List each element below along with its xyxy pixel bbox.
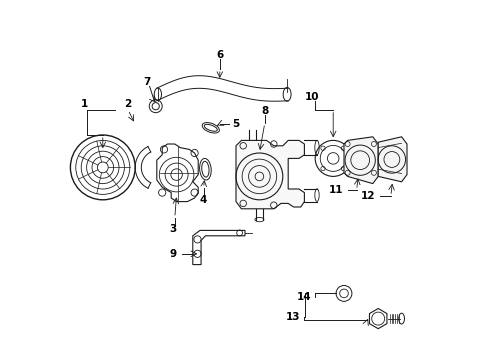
- Polygon shape: [236, 140, 304, 209]
- Text: 4: 4: [200, 195, 207, 205]
- Polygon shape: [378, 137, 407, 182]
- Text: 8: 8: [261, 105, 269, 116]
- Text: 6: 6: [216, 50, 223, 60]
- Text: 13: 13: [286, 312, 301, 322]
- Text: 5: 5: [232, 119, 240, 129]
- Text: 14: 14: [297, 292, 312, 302]
- Text: 7: 7: [144, 77, 151, 87]
- Text: 9: 9: [170, 249, 176, 259]
- Text: 3: 3: [170, 224, 176, 234]
- Text: 1: 1: [81, 99, 88, 109]
- Text: 12: 12: [361, 191, 375, 201]
- Text: 10: 10: [304, 92, 319, 102]
- Polygon shape: [344, 137, 378, 184]
- Text: 2: 2: [124, 99, 132, 109]
- Text: 11: 11: [329, 185, 343, 195]
